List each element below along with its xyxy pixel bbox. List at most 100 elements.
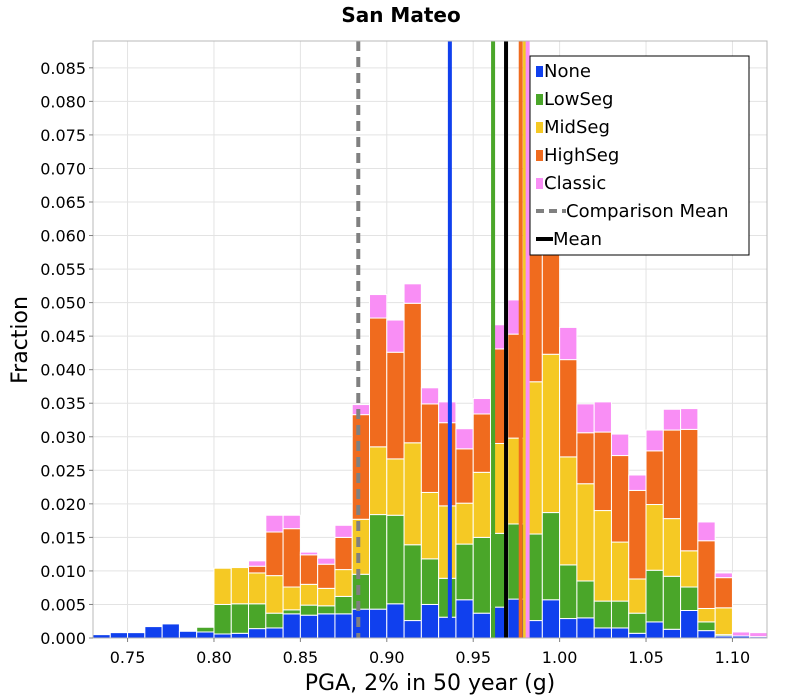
bar-midseg: [714, 607, 733, 636]
y-tick-label: 0.065: [40, 193, 86, 212]
bar-lowseg: [282, 609, 301, 615]
bar-none: [662, 628, 682, 639]
bar-none: [645, 621, 664, 639]
bar-none: [420, 603, 440, 639]
bar-midseg: [593, 510, 612, 602]
bar-classic: [593, 401, 612, 433]
bar-classic: [282, 514, 301, 530]
bar-lowseg: [420, 558, 440, 605]
bar-classic: [645, 429, 664, 452]
bar-highseg: [317, 563, 336, 589]
bar-lowseg: [455, 543, 474, 601]
y-tick-label: 0.040: [40, 361, 86, 380]
y-tick-label: 0.075: [40, 126, 86, 145]
y-tick-label: 0.010: [40, 562, 86, 581]
bar-highseg: [610, 455, 630, 543]
y-tick-label: 0.045: [40, 327, 86, 346]
bar-none: [369, 608, 388, 639]
bar-none: [282, 613, 301, 639]
bar-lowseg: [369, 514, 388, 610]
bar-highseg: [403, 302, 422, 444]
bar-classic: [714, 572, 733, 579]
legend-swatch-midseg: [536, 122, 543, 133]
bar-classic: [680, 408, 699, 430]
bar-none: [610, 627, 630, 639]
bar-highseg: [680, 428, 699, 552]
bar-none: [230, 632, 250, 639]
bar-midseg: [438, 505, 457, 579]
bar-classic: [749, 632, 768, 638]
bar-midseg: [265, 575, 284, 614]
bar-highseg: [628, 489, 647, 580]
bar-lowseg: [576, 580, 595, 619]
bar-midseg: [369, 446, 388, 516]
bar-lowseg: [559, 564, 578, 620]
bar-midseg: [299, 583, 319, 606]
legend-label-lowseg: LowSeg: [544, 89, 613, 110]
bar-classic: [628, 474, 647, 491]
bar-none: [248, 628, 267, 639]
bar-none: [213, 633, 232, 639]
y-tick-label: 0.000: [40, 629, 86, 648]
legend-swatch-none: [536, 66, 543, 77]
bar-none: [697, 630, 716, 639]
x-tick-label: 1.10: [715, 648, 751, 667]
bar-classic: [455, 428, 474, 450]
bar-none: [196, 631, 215, 639]
legend-label-comparison-mean: Comparison Mean: [566, 201, 729, 222]
bar-highseg: [299, 554, 319, 585]
bar-midseg: [576, 483, 595, 582]
bar-none: [144, 626, 163, 639]
bar-none: [593, 627, 612, 639]
bar-classic: [610, 433, 630, 457]
legend-label-none: None: [544, 61, 591, 82]
bar-lowseg: [680, 586, 699, 611]
y-tick-label: 0.080: [40, 92, 86, 111]
bar-none: [317, 613, 336, 639]
x-tick-label: 0.75: [110, 648, 146, 667]
bar-highseg: [541, 248, 561, 355]
y-tick-label: 0.015: [40, 528, 86, 547]
bar-midseg: [403, 442, 422, 546]
bar-none: [628, 632, 647, 639]
bar-lowseg: [662, 575, 682, 630]
legend-label-highseg: HighSeg: [544, 145, 619, 166]
bar-highseg: [576, 432, 595, 485]
x-tick-label: 0.95: [455, 648, 491, 667]
mean-lines: [356, 41, 530, 638]
plot-border: [92, 40, 768, 639]
bar-lowseg: [403, 544, 422, 622]
bar-midseg: [317, 587, 336, 607]
bar-midseg: [697, 607, 716, 623]
bar-classic: [386, 319, 405, 353]
legend: None LowSeg MidSeg HighSeg Classic Comparison…: [529, 55, 750, 256]
legend-items: None LowSeg MidSeg HighSeg Classic Comparison…: [536, 61, 729, 250]
y-tick-label: 0.025: [40, 461, 86, 480]
y-tick-label: 0.035: [40, 394, 86, 413]
bar-highseg: [282, 528, 301, 588]
y-tick-label: 0.060: [40, 227, 86, 246]
bar-classic: [697, 521, 716, 542]
bar-midseg: [248, 572, 267, 605]
bar-lowseg: [541, 512, 561, 601]
bar-classic: [559, 326, 578, 361]
bar-highseg: [420, 403, 440, 493]
bar-midseg: [230, 567, 250, 605]
bar-lowseg: [213, 603, 232, 635]
y-tick-label: 0.055: [40, 260, 86, 279]
bar-highseg: [265, 531, 284, 577]
bar-midseg: [213, 567, 232, 605]
bar-none: [161, 623, 180, 639]
legend-label-midseg: MidSeg: [544, 117, 610, 138]
legend-label-classic: Classic: [544, 173, 606, 194]
bar-highseg: [438, 422, 457, 507]
bar-classic: [265, 514, 284, 533]
legend-swatch-classic: [536, 178, 543, 189]
chart-title: San Mateo: [341, 3, 460, 27]
y-axis-ticks: 0.000 0.005 0.010 0.015 0.020 0.025 0.030 0.035…: [40, 59, 93, 648]
legend-label-mean: Mean: [553, 229, 602, 250]
bar-midseg: [662, 518, 682, 577]
bar-highseg: [645, 450, 664, 506]
bar-midseg: [282, 586, 301, 611]
